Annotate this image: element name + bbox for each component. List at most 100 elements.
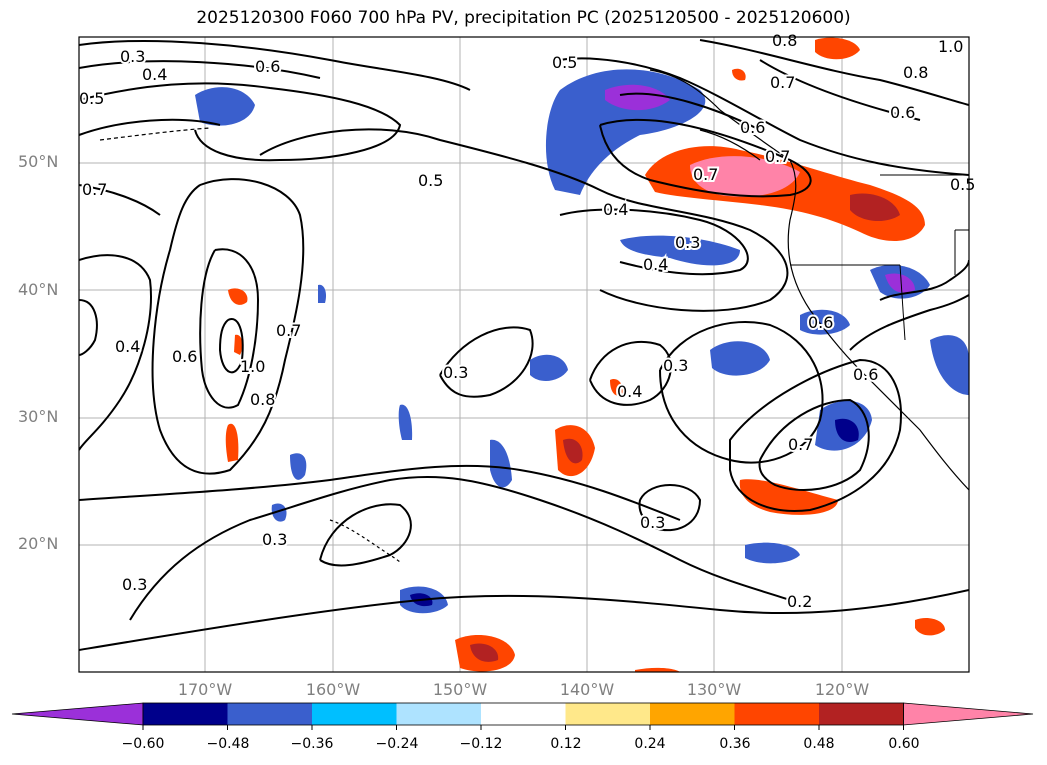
- contour-line: [879, 259, 969, 301]
- colorbar-segment: [481, 703, 566, 725]
- pv-contours: [79, 39, 969, 651]
- map-content: [79, 37, 969, 672]
- contour-label: 0.8: [903, 63, 928, 82]
- precip-region: [835, 418, 859, 442]
- precip-region: [195, 87, 255, 126]
- contour-line: [699, 39, 969, 106]
- colorbar-segment: [650, 703, 735, 725]
- longitude-label: 160°W: [305, 680, 361, 699]
- contour-label: 0.6: [740, 118, 765, 137]
- colorbar-segment: [396, 703, 482, 725]
- precip-region: [234, 334, 243, 355]
- contour-line: [659, 321, 824, 464]
- contour-line: [259, 128, 789, 312]
- colorbar-tick-label: 0.48: [803, 736, 835, 752]
- precip-region: [490, 439, 512, 488]
- precip-region: [800, 309, 850, 335]
- contour-label: 0.3: [120, 47, 145, 66]
- longitude-label: 130°W: [686, 680, 742, 699]
- colorbar-tick-label: −0.60: [121, 736, 165, 752]
- precip-region: [930, 335, 969, 395]
- latitude-label: 40°N: [18, 280, 59, 299]
- border: [899, 264, 906, 341]
- precip-region: [290, 453, 307, 480]
- precip-region: [605, 84, 670, 111]
- latitude-label: 30°N: [18, 407, 59, 426]
- colorbar-frame: [142, 702, 904, 726]
- contour-label: 0.5: [79, 89, 104, 108]
- contour-label: 0.6: [172, 347, 197, 366]
- contour-line: [79, 184, 161, 216]
- colorbar-extend-high: [903, 702, 1034, 726]
- contour-line: [218, 318, 244, 374]
- contour-label: 0.3: [443, 363, 468, 382]
- contour-label: 0.7: [765, 147, 790, 166]
- contour-label: 0.7: [770, 73, 795, 92]
- precip-region: [635, 667, 680, 672]
- longitude-label: 120°W: [814, 680, 870, 699]
- contour-label: 0.6: [808, 313, 833, 332]
- contour-line: [129, 475, 791, 621]
- contour-label: 0.4: [643, 255, 668, 274]
- precip-region: [228, 288, 248, 305]
- precip-negative-regions: [195, 69, 969, 614]
- contour-line: [79, 82, 402, 162]
- contour-label: 0.4: [142, 65, 167, 84]
- contour-label: 0.5: [950, 175, 975, 194]
- precip-region: [885, 273, 915, 293]
- contour-label: 0.4: [115, 337, 140, 356]
- precip-region: [815, 37, 860, 60]
- contour-label: 0.7: [788, 435, 813, 454]
- contour-label: 0.7: [276, 321, 301, 340]
- contour-label: 0.6: [255, 57, 280, 76]
- longitude-label: 150°W: [432, 680, 488, 699]
- colorbar-tick-label: −0.36: [290, 736, 334, 752]
- contour-line: [619, 92, 761, 131]
- contour-line: [729, 358, 902, 512]
- contour-label: 0.3: [122, 575, 147, 594]
- colorbar-extend-low: [11, 702, 144, 726]
- contour-line: [319, 503, 412, 567]
- contour-line: [759, 59, 921, 121]
- contour-line: [638, 484, 702, 532]
- contour-label: 0.2: [787, 592, 812, 611]
- precip-region: [225, 423, 239, 462]
- precip-region: [620, 235, 740, 266]
- contour-label: 0.3: [640, 513, 665, 532]
- colorbar-segment: [312, 703, 397, 725]
- contour-line: [758, 398, 870, 491]
- map-background: [79, 37, 969, 672]
- contour-line: [79, 589, 969, 651]
- contour-label: 0.3: [663, 356, 688, 375]
- precip-region: [850, 193, 900, 222]
- colorbar-tick-label: −0.48: [206, 736, 250, 752]
- precip-region: [915, 618, 945, 636]
- colorbar-tick-label: −0.12: [459, 736, 503, 752]
- contour-line: [79, 254, 152, 451]
- coastline: [329, 519, 401, 563]
- borders: [790, 174, 969, 341]
- map-title: 2025120300 F060 700 hPa PV, precipitatio…: [196, 8, 851, 28]
- precip-region: [732, 68, 746, 81]
- colorbar-segment: [143, 703, 228, 725]
- precip-region: [271, 503, 287, 522]
- contour-label: 0.4: [617, 382, 642, 401]
- colorbar-segment: [734, 703, 820, 725]
- contour-line: [599, 118, 812, 198]
- contour-line: [79, 464, 681, 521]
- contour-line: [559, 57, 969, 176]
- contour-label: 1.0: [240, 357, 265, 376]
- colorbar: [11, 702, 1034, 730]
- colorbar-segment: [819, 703, 904, 725]
- longitude-label: 170°W: [177, 680, 233, 699]
- colorbar-segment: [565, 703, 651, 725]
- coastline: [99, 127, 211, 141]
- colorbar-tick-label: 0.12: [550, 736, 582, 752]
- contour-label: 0.3: [675, 233, 700, 252]
- contour-label: 0.7: [82, 180, 107, 199]
- precip-region: [710, 341, 770, 376]
- contour-line: [589, 340, 672, 406]
- colorbar-tick-label: 0.36: [719, 736, 751, 752]
- colorbar-tick-label: 0.60: [888, 736, 920, 752]
